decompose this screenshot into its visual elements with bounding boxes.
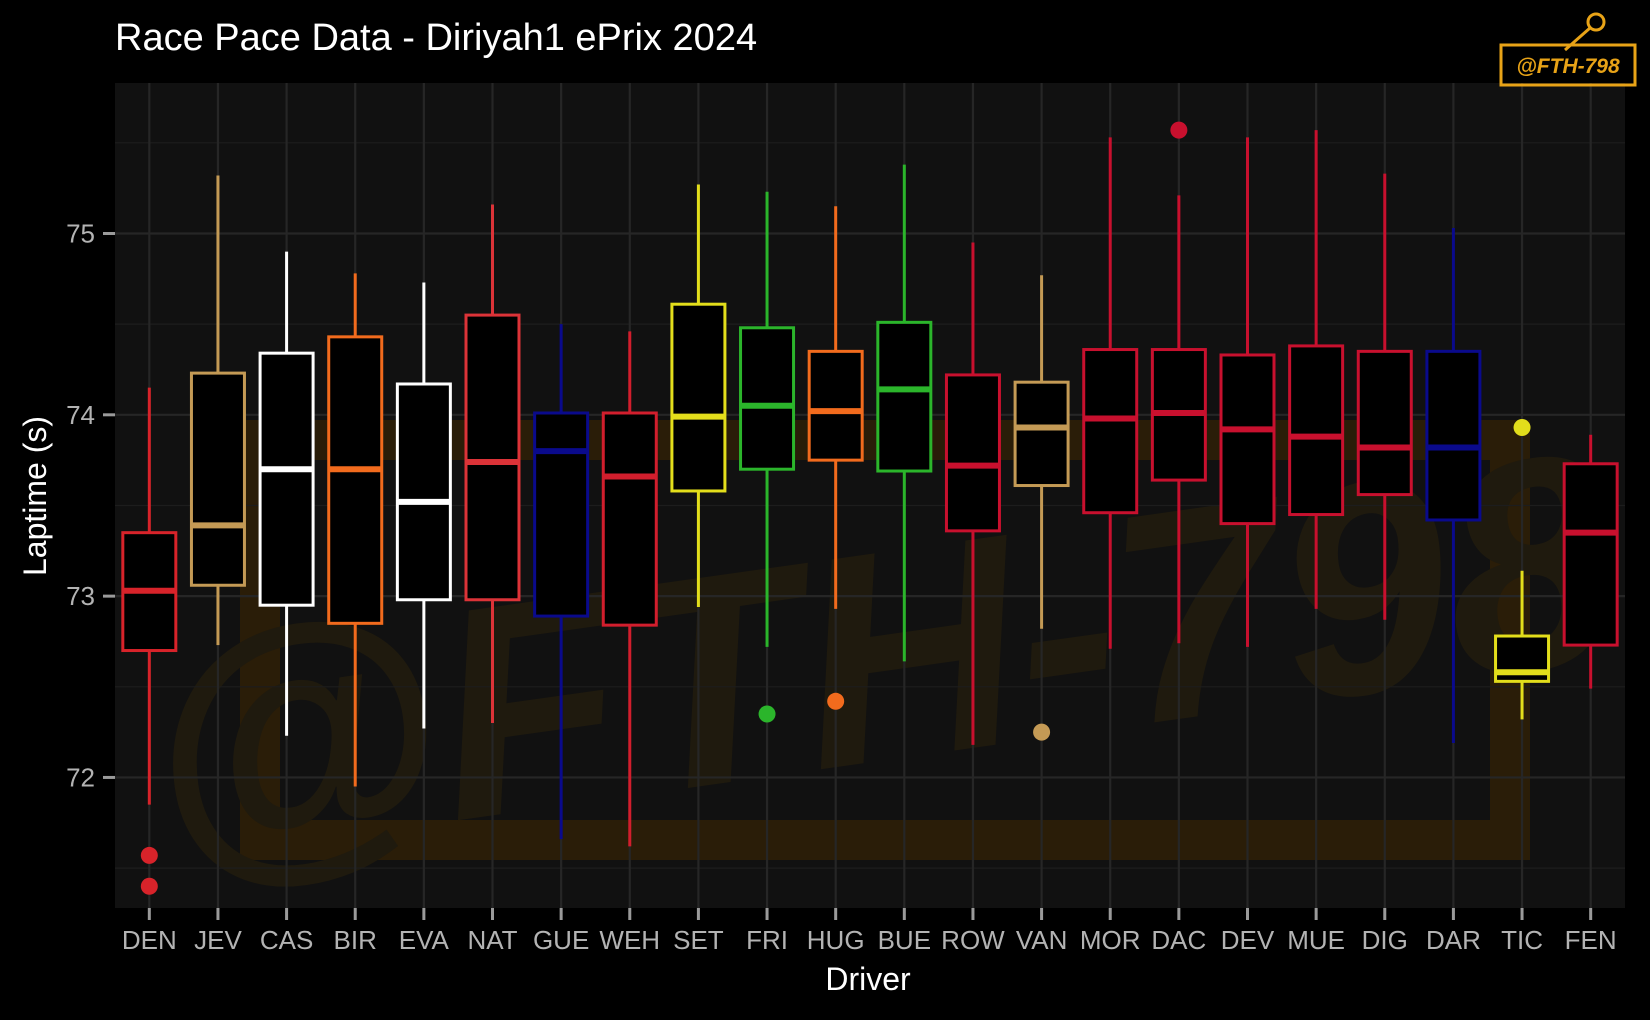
- box-bir: [327, 273, 384, 787]
- x-tick-label: CAS: [260, 925, 313, 955]
- x-tick-label: EVA: [399, 925, 450, 955]
- box-dig: [1356, 173, 1413, 620]
- x-tick-label: JEV: [194, 925, 242, 955]
- x-tick-label: FRI: [746, 925, 788, 955]
- box-den: [121, 387, 178, 895]
- iqr-box: [876, 320, 933, 473]
- x-tick-label: DEN: [122, 925, 177, 955]
- iqr-box: [739, 326, 796, 471]
- iqr-box: [1219, 353, 1276, 526]
- box-eva: [395, 282, 452, 729]
- chart-title: Race Pace Data - Diriyah1 ePrix 2024: [115, 17, 757, 59]
- x-tick-label: MUE: [1287, 925, 1345, 955]
- key-icon: [1564, 26, 1591, 52]
- box-tic: [1494, 419, 1551, 720]
- iqr-box: [944, 373, 1001, 533]
- box-fen: [1562, 434, 1619, 689]
- iqr-box: [1562, 462, 1619, 647]
- box-nat: [464, 204, 521, 724]
- outlier-point: [758, 705, 776, 723]
- box-set: [670, 184, 727, 608]
- y-tick-label: 73: [66, 581, 95, 611]
- iqr-box: [1425, 349, 1482, 522]
- outlier-point: [827, 692, 845, 710]
- x-tick-label: VAN: [1016, 925, 1068, 955]
- outlier-point: [140, 846, 158, 864]
- box-mor: [1082, 137, 1139, 649]
- axes: 72 73 74 75 DEN JEV CAS BIR EVA NAT GUE WEH SET FRI HU…: [66, 218, 1617, 955]
- iqr-box: [464, 313, 521, 602]
- boxplot-series: [121, 121, 1619, 895]
- box-jev: [189, 175, 246, 646]
- iqr-box: [1013, 380, 1070, 488]
- x-tick-label: BIR: [334, 925, 377, 955]
- box-row: [944, 242, 1001, 745]
- x-tick-label: NAT: [467, 925, 517, 955]
- y-tick-label: 75: [66, 218, 95, 248]
- iqr-box: [1288, 344, 1345, 517]
- iqr-box: [258, 351, 315, 607]
- box-gue: [533, 324, 590, 840]
- x-tick-label: DAC: [1151, 925, 1206, 955]
- x-tick-label: FEN: [1565, 925, 1617, 955]
- iqr-box: [533, 411, 590, 618]
- x-tick-label: SET: [673, 925, 724, 955]
- watermark-logo-frame: [1499, 43, 1637, 87]
- box-van: [1013, 275, 1070, 741]
- watermark-logo-text: @FTH-798: [1516, 55, 1620, 78]
- iqr-box: [1082, 348, 1139, 515]
- x-tick-label: GUE: [533, 925, 589, 955]
- watermark-logo: @FTH-798: [1499, 12, 1637, 87]
- y-tick-label: 74: [66, 400, 95, 430]
- iqr-box: [1356, 349, 1413, 497]
- x-axis-title: Driver: [825, 961, 911, 997]
- iqr-box: [327, 335, 384, 625]
- box-fri: [739, 191, 796, 723]
- x-tick-label: DIG: [1362, 925, 1408, 955]
- box-cas: [258, 251, 315, 736]
- x-tick-label: ROW: [941, 925, 1005, 955]
- x-tick-label: DEV: [1221, 925, 1275, 955]
- x-tick-label: DAR: [1426, 925, 1481, 955]
- box-dac: [1150, 121, 1207, 644]
- box-mue: [1288, 130, 1345, 609]
- outlier-point: [1170, 121, 1188, 139]
- y-axis-title: Laptime (s): [17, 416, 53, 576]
- outlier-point: [140, 877, 158, 895]
- box-hug: [807, 206, 864, 710]
- box-weh: [601, 331, 658, 847]
- x-tick-label: TIC: [1501, 925, 1543, 955]
- box-bue: [876, 164, 933, 662]
- iqr-box: [189, 371, 246, 587]
- x-tick-label: BUE: [878, 925, 931, 955]
- x-tick-label: HUG: [807, 925, 865, 955]
- box-dev: [1219, 137, 1276, 647]
- iqr-box: [395, 382, 452, 602]
- iqr-box: [807, 349, 864, 462]
- box-dar: [1425, 228, 1482, 743]
- key-ring-icon: [1586, 12, 1606, 32]
- iqr-box: [601, 411, 658, 627]
- outlier-point: [1513, 419, 1531, 437]
- y-tick-label: 72: [66, 762, 95, 792]
- x-tick-label: MOR: [1080, 925, 1141, 955]
- outlier-point: [1033, 723, 1051, 741]
- x-tick-label: WEH: [599, 925, 660, 955]
- iqr-box: [670, 302, 727, 493]
